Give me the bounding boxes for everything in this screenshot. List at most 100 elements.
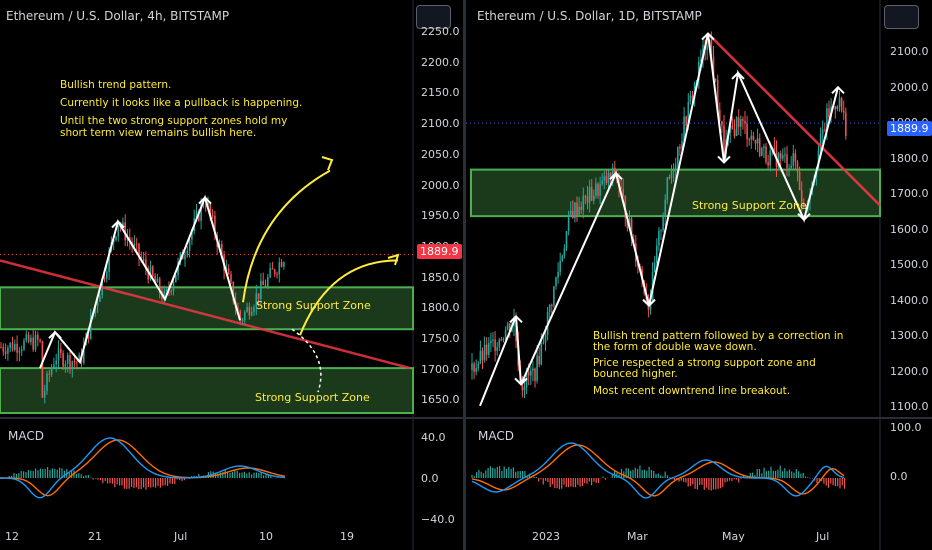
right-candle-body — [536, 355, 538, 381]
left-time-tick: 19 — [340, 530, 354, 543]
left-annotation-2: Currently it looks like a pullback is ha… — [60, 97, 303, 109]
right-candle-body — [672, 170, 675, 172]
left-candle-body — [14, 343, 16, 351]
right-candle-body — [721, 121, 723, 126]
right-candle-body — [826, 108, 828, 130]
left-support-zone-2 — [0, 367, 414, 414]
right-price-tick: 2100.0 — [890, 45, 929, 58]
left-trend-pattern-zigzag — [39, 194, 241, 369]
right-candle-body — [483, 344, 486, 361]
right-time-tick: 2023 — [532, 530, 560, 543]
right-candle-body — [479, 350, 482, 364]
left-candle-body — [170, 290, 172, 292]
right-candle-body — [842, 110, 845, 113]
right-candle-body — [840, 98, 843, 111]
right-price-tick: 1100.0 — [890, 400, 929, 413]
right-candle-body — [620, 186, 622, 190]
right-candle-body — [540, 342, 543, 365]
right-candle-body — [588, 187, 591, 203]
left-candle-body — [73, 361, 76, 363]
right-candle-body — [668, 177, 671, 179]
left-candle-body — [62, 353, 64, 367]
left-macd-signal-line — [0, 439, 286, 497]
right-candle-body — [611, 167, 614, 178]
left-candle-body — [138, 243, 140, 258]
right-price-tick: 2000.0 — [890, 80, 929, 94]
left-annotation-1: Bullish trend pattern. — [60, 79, 172, 91]
left-candle-body — [18, 351, 21, 353]
right-candle-body — [488, 343, 490, 355]
left-time-tick: 10 — [259, 530, 273, 543]
right-chart-panel[interactable]: Ethereum / U.S. Dollar, 1D, BITSTAMP 210… — [466, 0, 932, 550]
right-trend-pattern-zigzag — [479, 33, 839, 407]
right-candle-body — [542, 342, 545, 344]
right-candle-body — [506, 323, 509, 330]
right-candle-body — [572, 210, 574, 218]
left-candle-body — [241, 320, 244, 322]
left-candle-body — [66, 354, 69, 364]
right-candle-body — [765, 146, 767, 163]
left-candle-body — [117, 225, 120, 237]
right-candle-body — [559, 260, 561, 272]
right-candle-body — [769, 150, 771, 166]
left-chart-canvas — [0, 0, 463, 550]
right-candle-body — [792, 153, 795, 166]
left-candle-body — [76, 361, 78, 363]
right-candle-body — [544, 334, 547, 343]
left-candle-body — [195, 211, 198, 219]
left-chart-panel[interactable]: Ethereum / U.S. Dollar, 4h, BITSTAMP 225… — [0, 0, 463, 550]
right-candle-body — [782, 155, 784, 159]
right-candle-body — [622, 189, 624, 196]
right-candle-body — [500, 339, 503, 341]
right-pattern-arrowhead-down — [642, 298, 656, 308]
panel-divider[interactable] — [463, 0, 466, 550]
right-time-tick: May — [722, 530, 745, 543]
right-candle-body — [626, 217, 629, 229]
right-annotation-4: bounced higher. — [593, 368, 678, 380]
right-candle-body — [567, 214, 570, 232]
right-candle-body — [763, 146, 765, 148]
left-candle-body — [53, 364, 55, 368]
left-candle-body — [83, 345, 85, 363]
right-candle-body — [719, 109, 721, 122]
left-chart-menu-button[interactable] — [416, 5, 451, 29]
left-candle-body — [30, 337, 32, 343]
right-candle-body — [737, 117, 740, 127]
right-candle-body — [670, 171, 673, 179]
right-zone-label: Strong Support Zone — [692, 199, 807, 212]
right-candle-body — [614, 167, 616, 176]
left-candle-body — [142, 259, 145, 261]
right-macd-line — [471, 442, 845, 499]
left-dashed-path — [291, 328, 322, 393]
right-candle-body — [664, 199, 666, 217]
left-candle-body — [202, 203, 205, 206]
right-pattern-arrowhead-down — [797, 213, 811, 222]
left-support-zone-1 — [0, 286, 414, 331]
right-pattern-arrowhead — [609, 171, 623, 180]
left-price-tick: 1700.0 — [421, 362, 460, 376]
right-candle-body — [523, 387, 526, 391]
right-candle-body — [754, 139, 757, 144]
right-candle-body — [584, 195, 587, 197]
right-candle-body — [679, 146, 681, 149]
right-candle-body — [712, 56, 715, 80]
left-candle-body — [204, 205, 207, 207]
left-price-tick: 2250.0 — [421, 25, 460, 38]
right-candle-body — [845, 112, 847, 136]
right-candle-body — [786, 154, 788, 168]
left-price-tick: 1950.0 — [421, 209, 460, 223]
left-zone-label-upper: Strong Support Zone — [256, 299, 371, 312]
right-chart-menu-button[interactable] — [884, 5, 919, 29]
left-candle-body — [246, 306, 248, 312]
right-candle-body — [714, 79, 717, 81]
right-candle-body — [609, 173, 612, 178]
right-candle-body — [681, 141, 683, 149]
right-candle-body — [593, 195, 595, 201]
right-candle-body — [656, 245, 658, 264]
right-candle-body — [761, 147, 763, 156]
left-candle-body — [244, 311, 246, 321]
right-candle-body — [494, 339, 496, 351]
right-candle-body — [767, 162, 769, 166]
right-pattern-arrowhead — [831, 85, 845, 94]
right-candle-body — [729, 125, 732, 133]
